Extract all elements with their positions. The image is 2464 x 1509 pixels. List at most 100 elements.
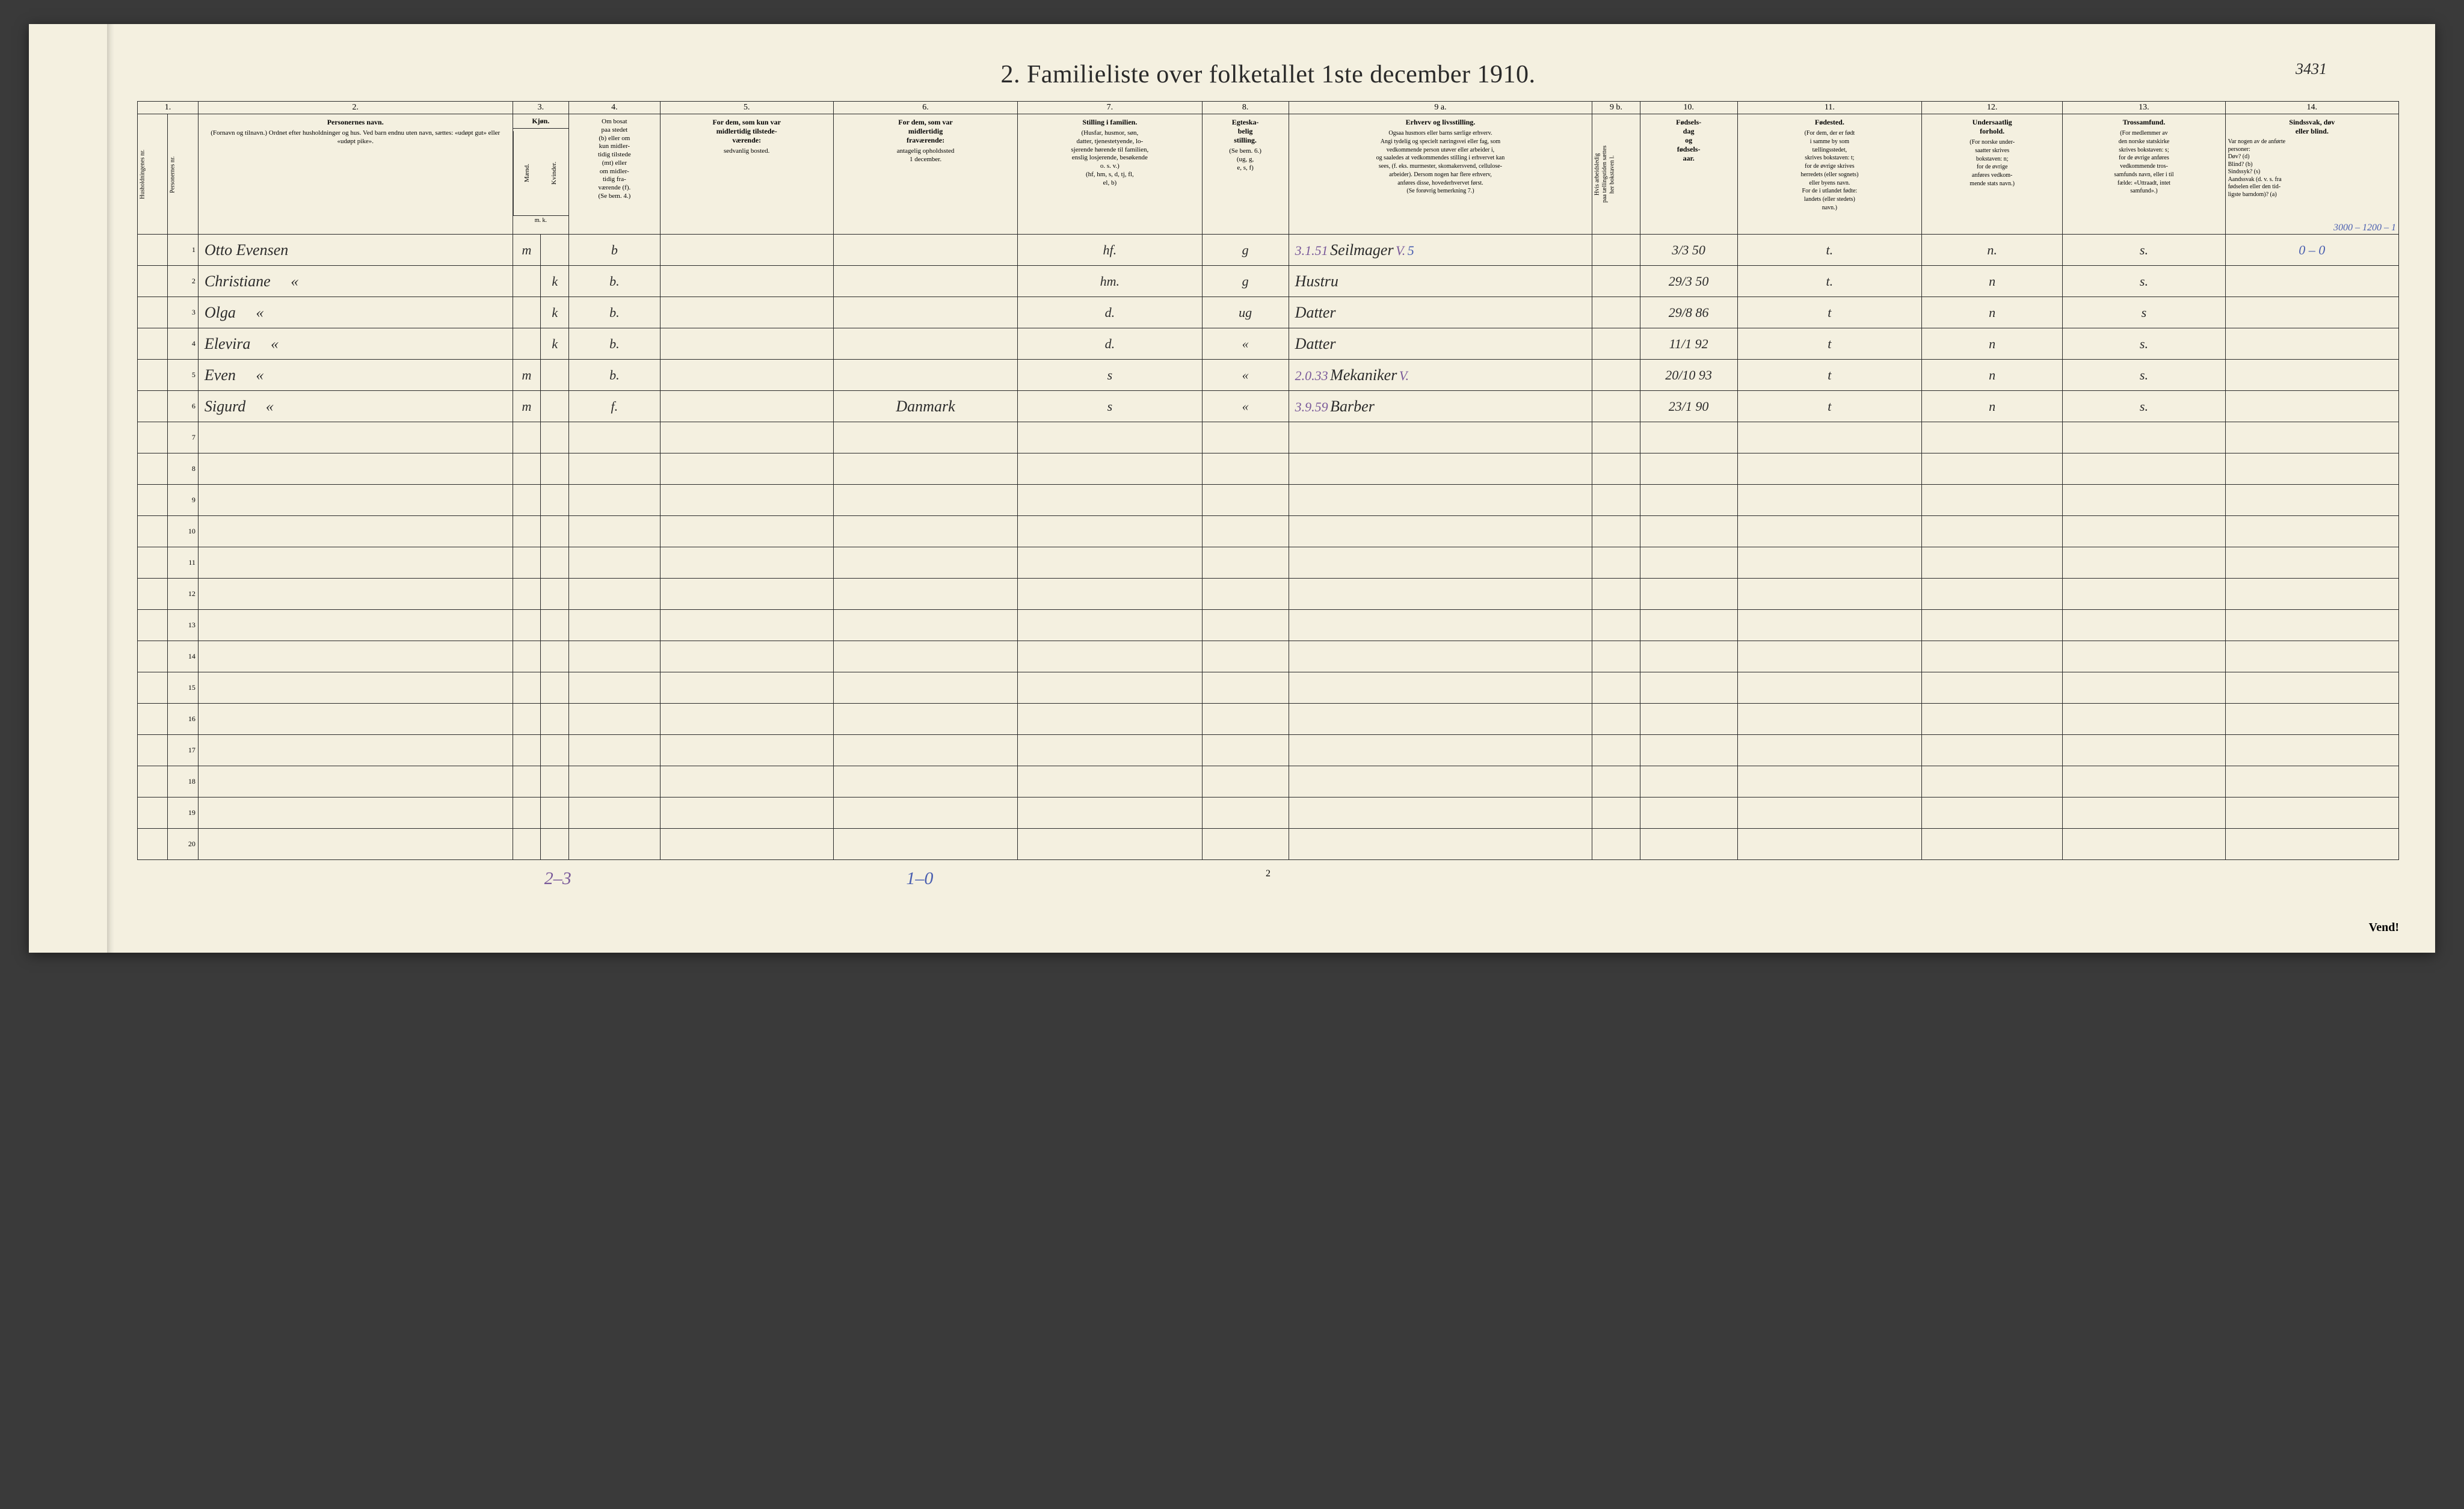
column-number-row: 1. 2. 3. 4. 5. 6. 7. 8. 9 a. 9 b. 10. 11… [138,102,2399,114]
birthplace-value: t [1828,305,1831,320]
colnum-6: 6. [833,102,1017,114]
cell-marital [1202,641,1289,672]
nationality-value: n [1989,399,1995,414]
cell-religion: s [2063,297,2225,328]
hdr-c13-sub: (For medlemmer av den norske statskirke … [2114,130,2173,194]
cell-household-nr [138,485,168,516]
ditto-mark: « [256,304,263,321]
table-row: 2 Christiane « k b. hm. g Hustru 29/3 50… [138,266,2399,297]
colnum-1: 1. [138,102,199,114]
nationality-value: n [1989,336,1995,351]
hdr-c6-main: For dem, som var midlertidig fraværende: [836,118,1015,145]
cell-nationality: n. [1922,235,2063,266]
hdr-c14-sub: Var nogen av de anførte personer: Døv? (… [2228,138,2396,198]
cell-religion [2063,641,2225,672]
cell-temp-absent [833,516,1017,547]
cell-unemployed [1592,391,1640,422]
cell-occupation [1289,485,1592,516]
cell-disability [2225,798,2398,829]
cell-birthplace [1737,579,1921,610]
cell-person-nr: 15 [168,672,198,704]
cell-family-position [1018,610,1202,641]
cell-sex-k [541,798,569,829]
cell-marital [1202,422,1289,453]
cell-temp-absent [833,766,1017,798]
table-head: 1. 2. 3. 4. 5. 6. 7. 8. 9 a. 9 b. 10. 11… [138,102,2399,235]
cell-nationality [1922,610,2063,641]
cell-religion: s. [2063,360,2225,391]
cell-disability [2225,391,2398,422]
cell-sex-k: k [541,266,569,297]
cell-birthplace [1737,829,1921,860]
cell-disability [2225,704,2398,735]
birthplace-value: t [1828,336,1831,351]
cell-religion [2063,766,2225,798]
cell-unemployed [1592,735,1640,766]
vend-label: Vend! [2369,921,2399,935]
sex-value: m [522,242,531,257]
cell-household-nr [138,829,168,860]
cell-unemployed [1592,516,1640,547]
person-name: Sigurd [205,398,245,415]
table-row-empty: 20 [138,829,2399,860]
birthplace-value: t [1828,399,1831,414]
cell-occupation [1289,704,1592,735]
cell-disability [2225,328,2398,360]
cell-disability [2225,641,2398,672]
cell-sex-m [513,735,541,766]
ditto-mark: « [256,366,263,384]
cell-person-nr: 7 [168,422,198,453]
occupation-value: Mekaniker [1330,366,1397,384]
cell-birthplace: t [1737,391,1921,422]
page-number: 2 [1266,868,1270,879]
cell-household-nr [138,297,168,328]
hdr-sex-m: Mænd. [513,131,541,215]
occupation-suffix: V. [1396,243,1405,258]
cell-dob: 11/1 92 [1640,328,1737,360]
colnum-4: 4. [569,102,660,114]
cell-family-position [1018,453,1202,485]
cell-temp-present [660,704,833,735]
cell-sex-m [513,672,541,704]
cell-temp-absent [833,266,1017,297]
cell-temp-present [660,735,833,766]
colnum-9a: 9 a. [1289,102,1592,114]
hdr-c5-sub: sedvanlig bosted. [724,147,769,155]
table-row: 1 Otto Evensen m b hf. g 3.1.51 Seilmage… [138,235,2399,266]
cell-family-position: d. [1018,328,1202,360]
cell-temp-present [660,360,833,391]
cell-residence [569,766,660,798]
cell-sex-m: m [513,360,541,391]
cell-dob [1640,610,1737,641]
cell-residence [569,422,660,453]
cell-sex-m: m [513,391,541,422]
cell-household-nr [138,547,168,579]
cell-disability [2225,672,2398,704]
cell-temp-present [660,391,833,422]
cell-residence: b. [569,297,660,328]
cell-sex-k [541,672,569,704]
cell-temp-absent [833,235,1017,266]
cell-sex-m: m [513,235,541,266]
cell-birthplace [1737,422,1921,453]
hdr-sex-foot: m. k. [513,215,569,226]
cell-sex-m [513,328,541,360]
cell-sex-k [541,579,569,610]
cell-unemployed [1592,610,1640,641]
dob-value: 20/10 93 [1665,367,1712,383]
cell-nationality [1922,579,2063,610]
hdr-sex-k: Kvinder. [541,131,568,215]
cell-disability [2225,422,2398,453]
colnum-5: 5. [660,102,833,114]
cell-unemployed [1592,766,1640,798]
cell-sex-k [541,391,569,422]
cell-sex-m [513,516,541,547]
cell-nationality [1922,735,2063,766]
cell-name [198,579,513,610]
nationality-value: n [1989,367,1995,383]
cell-family-position [1018,641,1202,672]
cell-marital [1202,766,1289,798]
hdr-disability: Sindssvak, døv eller blind. Var nogen av… [2225,114,2398,235]
cell-temp-present [660,547,833,579]
cell-dob [1640,798,1737,829]
